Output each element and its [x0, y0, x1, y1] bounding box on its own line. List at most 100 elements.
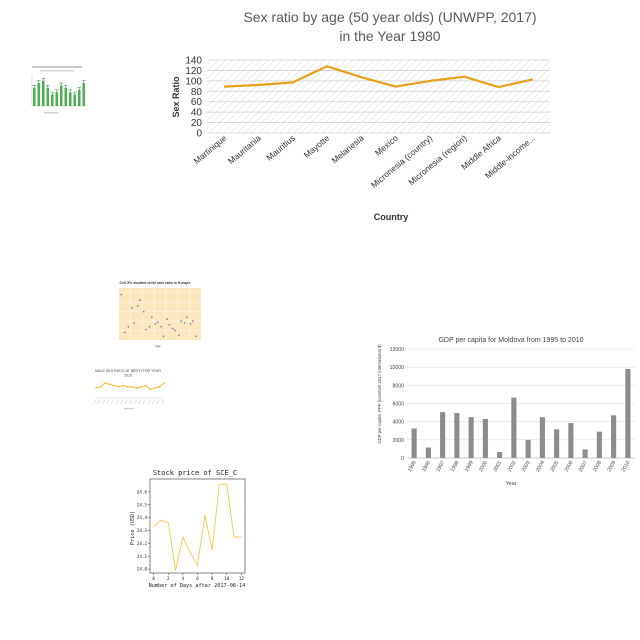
scatter-chart: Cell 5% stunted child care ratio in Euro… [119, 281, 201, 348]
x-tick-label: 10 [224, 576, 230, 581]
x-tick-label: 2002 [507, 460, 518, 473]
data-point [108, 383, 111, 385]
gdp-bar [611, 415, 617, 458]
x-tick-label: Mexico [373, 133, 400, 158]
x-tick-label: 1997 [435, 460, 446, 473]
data-point [149, 388, 152, 390]
scatter-point [160, 325, 163, 328]
male-ratio-title-line-2: 2016 [124, 374, 132, 378]
x-tick-label: 0 [152, 576, 155, 581]
gdp-y-axis-label: GDP per capita, PPP (constant 2017 inter… [377, 344, 382, 444]
scatter-point [180, 320, 182, 322]
bar [55, 92, 58, 106]
x-tick-label: 2010 [621, 460, 632, 473]
scatter-point [150, 316, 153, 319]
scatter-point [145, 328, 147, 331]
thumbnail-xlabel-placeholder [44, 112, 58, 114]
scatter-point [171, 327, 174, 330]
x-tick-label-placeholder [156, 399, 160, 405]
scatter-point [123, 331, 126, 334]
bar [42, 80, 45, 106]
stock-price-series-line [153, 483, 242, 571]
gdp-bar [554, 429, 560, 458]
gdp-bar [440, 412, 446, 458]
gdp-bar [582, 449, 588, 458]
x-tick-label: 2008 [592, 460, 603, 473]
y-tick-label: 8000 [392, 383, 404, 389]
y-tick-label: 24.2 [137, 541, 148, 546]
sex-ratio-chart: Sex ratio by age (50 year olds) (UNWPP, … [171, 9, 550, 222]
x-tick-label: 8 [211, 576, 214, 581]
stock-x-axis-label: Number of Days after 2017-06-14 [149, 583, 246, 589]
y-tick-label: 80 [191, 87, 203, 98]
y-tick-label: 140 [185, 56, 202, 67]
x-tick-label-placeholder [106, 399, 110, 405]
x-tick-label: 1995 [407, 460, 418, 473]
plot-area-background [207, 60, 550, 133]
sex-ratio-series-line [224, 65, 534, 89]
scatter-point [133, 322, 136, 324]
x-tick-label-placeholder [147, 399, 151, 405]
x-tick-label-placeholder [138, 399, 142, 405]
x-tick-label: 2 [167, 576, 170, 581]
y-tick-label: 24.1 [137, 554, 148, 559]
scatter-point [174, 329, 177, 332]
x-tick-label: 2000 [478, 460, 489, 473]
gdp-x-axis-label: Year [505, 481, 516, 487]
gdp-bar [411, 428, 417, 458]
data-point [163, 382, 165, 384]
gdp-chart-panel: GDP per capita for Moldova from 1995 to … [372, 328, 640, 490]
plot-frame [149, 478, 246, 574]
y-tick-label: 60 [191, 97, 203, 108]
y-tick-label: 120 [185, 66, 202, 77]
gdp-chart: GDP per capita for Moldova from 1995 to … [377, 337, 635, 487]
scatter-point [154, 323, 157, 325]
x-tick-label-placeholder [101, 399, 106, 405]
y-tick-label: 24.5 [137, 502, 148, 507]
scatter-point [127, 325, 130, 328]
stock-price-chart-panel: Stock price of SCE_C 24.0 24.1 24.2 24.3 24.… [125, 466, 250, 590]
bar [82, 83, 85, 106]
x-tick-label: Mauritania [226, 133, 263, 166]
bar [78, 90, 81, 106]
bar [51, 94, 54, 106]
gdp-bar [482, 418, 488, 458]
male-sex-ratio-panel: MALE SEX RATIO AT BIRTH FOR YEAR 2016 [88, 364, 168, 416]
x-tick-label-placeholder [119, 399, 124, 405]
gdp-bar [596, 431, 602, 458]
x-tick-label: 4 [182, 576, 185, 581]
y-tick-label: 24.3 [137, 528, 148, 533]
x-tick-label-placeholder [142, 399, 147, 405]
sex-ratio-chart-panel: Sex ratio by age (50 year olds) (UNWPP, … [165, 0, 555, 235]
x-tick-label-placeholder [92, 399, 97, 405]
x-tick-label: 2005 [549, 460, 560, 473]
scatter-point [148, 325, 151, 328]
green-bar-thumbnail-panel [14, 62, 89, 119]
x-tick-label: 1999 [464, 460, 475, 473]
y-tick-label: 24.0 [137, 567, 148, 572]
x-tick-label: 1996 [421, 460, 432, 473]
x-tick-label-placeholder [97, 399, 101, 405]
y-tick-label: 40 [191, 108, 203, 119]
bar [69, 92, 72, 106]
scatter-point [139, 299, 141, 302]
gdp-chart-title: GDP per capita for Moldova from 1995 to … [438, 337, 583, 344]
chart-title-line-1: Sex ratio by age (50 year olds) (UNWPP, … [243, 9, 536, 25]
scatter-point [186, 316, 188, 319]
scatter-chart-panel: Cell 5% stunted child care ratio in Euro… [105, 278, 205, 350]
y-tick-label: 12000 [390, 347, 405, 353]
y-tick-label: 4000 [392, 420, 404, 426]
data-point [99, 386, 102, 388]
stock-price-chart: Stock price of SCE_C 24.0 24.1 24.2 24.3 24.… [130, 469, 246, 589]
gdp-bar [497, 452, 503, 458]
scatter-point [156, 321, 159, 323]
x-tick-label-placeholder [129, 399, 133, 405]
x-tick-label: Mayotte [302, 133, 332, 160]
x-tick-label: 2003 [521, 460, 532, 473]
x-tick-label: 6 [196, 576, 199, 581]
data-point [131, 386, 133, 388]
scatter-point [142, 310, 145, 313]
x-tick-label-placeholder [115, 399, 119, 405]
x-tick-label: Micronesia (region) [406, 133, 468, 188]
scatter-point [162, 335, 165, 338]
